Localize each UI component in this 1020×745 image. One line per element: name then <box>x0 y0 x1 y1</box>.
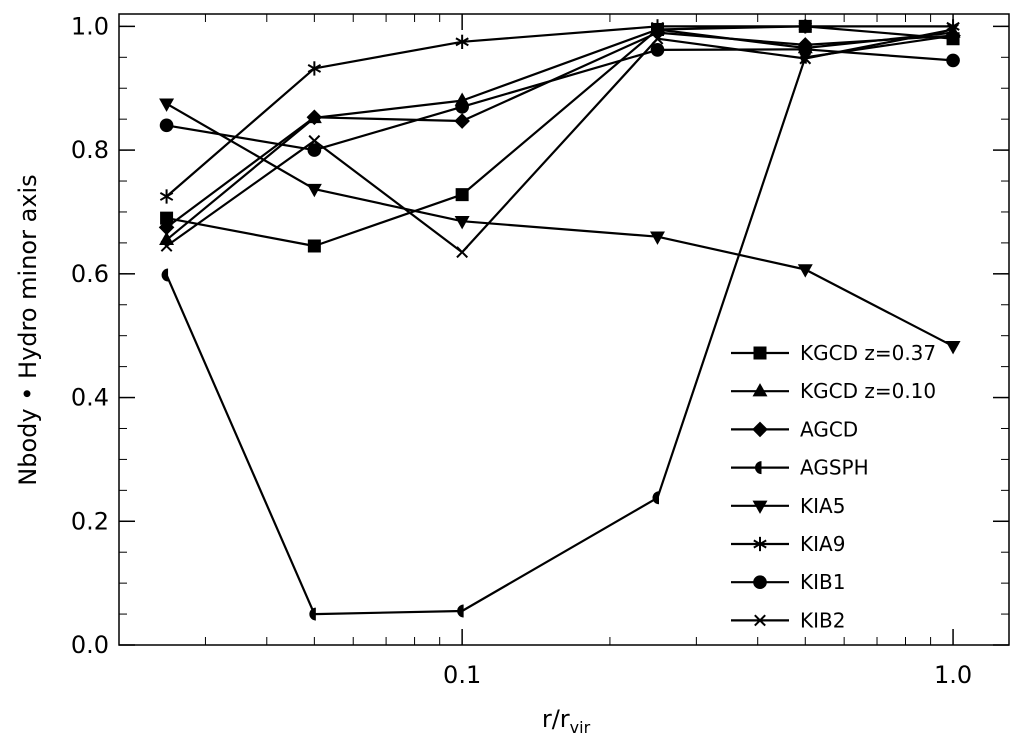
y-tick-label: 1.0 <box>71 12 109 40</box>
series-line-4 <box>166 102 954 348</box>
data-point <box>946 53 960 68</box>
legend-marker <box>753 575 767 590</box>
legend-marker <box>753 536 767 552</box>
legend-label: KIA9 <box>800 532 845 556</box>
data-point <box>651 32 664 45</box>
legend: KGCD z=0.37 KGCD z=0.10 AGCD AGSPH KIA5 KIA9 K… <box>731 341 936 632</box>
legend-marker <box>754 614 766 627</box>
y-axis-label: Nbody • Hydro minor axis <box>14 174 42 485</box>
data-point <box>457 604 464 618</box>
data-point <box>159 189 174 204</box>
data-point <box>650 19 665 34</box>
data-point <box>797 264 813 278</box>
data-point <box>454 216 470 230</box>
legend-label: KGCD z=0.37 <box>800 341 936 365</box>
legend-label: KIB1 <box>800 570 845 594</box>
legend-label: KGCD z=0.10 <box>800 379 936 403</box>
x-axis-label: r/rvir <box>542 705 591 737</box>
legend-marker <box>755 461 762 475</box>
data-point <box>798 42 813 57</box>
x-tick-label: 0.1 <box>443 661 481 689</box>
legend-label: AGCD <box>800 417 858 441</box>
data-point <box>455 99 469 114</box>
data-point <box>158 219 175 236</box>
x-axis-label-subscript: vir <box>570 718 591 737</box>
series-lines <box>165 25 954 616</box>
x-tick-label: 1.0 <box>934 661 972 689</box>
data-point <box>798 19 812 34</box>
series-line-6 <box>166 48 954 152</box>
data-point <box>306 183 322 198</box>
y-tick-label: 0.0 <box>71 631 109 659</box>
data-point <box>455 188 469 202</box>
y-tick-label: 0.4 <box>71 384 109 412</box>
data-point <box>161 268 169 282</box>
series-line-7 <box>165 28 954 254</box>
data-point <box>456 246 469 259</box>
series-line-2 <box>165 31 954 229</box>
data-point <box>945 341 961 355</box>
series-line-5 <box>165 25 954 198</box>
data-point <box>799 52 812 65</box>
axis-ticks <box>118 14 1009 646</box>
series-markers <box>158 19 961 621</box>
data-point <box>309 607 316 621</box>
series-line-0 <box>166 25 954 248</box>
data-point <box>308 134 321 147</box>
legend-marker <box>752 383 768 397</box>
plot-frame <box>118 13 1010 646</box>
legend-label: AGSPH <box>800 456 869 480</box>
x-axis-label-main: r/r <box>542 705 570 733</box>
data-point <box>650 231 665 245</box>
data-point <box>160 211 174 225</box>
data-point <box>947 23 959 36</box>
legend-marker <box>753 346 767 360</box>
y-tick-label: 0.6 <box>71 260 109 288</box>
data-point <box>160 240 173 252</box>
legend-marker <box>752 500 768 514</box>
data-point <box>454 113 470 129</box>
data-point <box>455 34 469 49</box>
series-line-1 <box>165 28 954 241</box>
y-tick-label: 0.8 <box>71 136 109 164</box>
axis-tick-labels: 0.0 0.2 0.4 0.6 0.8 1.0 0.1 1.0 <box>71 12 972 689</box>
legend-label: KIA5 <box>800 494 845 518</box>
data-point <box>650 43 665 57</box>
data-point <box>307 61 322 76</box>
data-point <box>159 98 175 112</box>
data-point <box>652 491 659 505</box>
data-point <box>306 109 323 126</box>
y-tick-label: 0.2 <box>71 507 109 535</box>
data-point <box>307 239 321 253</box>
data-point <box>307 143 322 157</box>
legend-marker <box>752 421 768 438</box>
data-point <box>159 118 174 133</box>
legend-label: KIB2 <box>800 608 845 632</box>
series-line-3 <box>165 34 954 616</box>
